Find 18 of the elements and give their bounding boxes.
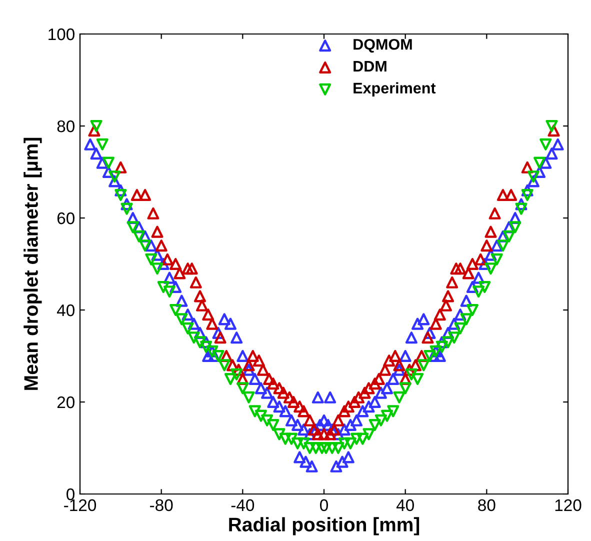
y-tick-label: 0 — [66, 488, 74, 500]
x-tick-label: 80 — [478, 499, 496, 512]
y-tick-label: 60 — [57, 212, 74, 224]
legend-label: DDM — [354, 60, 386, 72]
x-tick-label: -120 — [64, 499, 96, 512]
y-axis-title: Mean droplet diameter [µm] — [24, 138, 42, 390]
x-tick-label: 0 — [320, 499, 328, 512]
y-tick-label: 20 — [57, 396, 74, 408]
x-axis-title: Radial position [mm] — [229, 517, 420, 536]
x-tick-label: 120 — [555, 499, 582, 512]
y-tick-label: 80 — [57, 120, 74, 132]
legend-label: DQMOM — [354, 38, 412, 53]
y-tick-label: 40 — [56, 304, 74, 316]
legend-label: Experiment — [354, 82, 436, 97]
x-tick-label: -80 — [150, 499, 173, 512]
x-tick-label: 40 — [396, 499, 414, 512]
x-tick-label: -40 — [231, 499, 254, 512]
y-tick-label: 100 — [48, 28, 74, 40]
